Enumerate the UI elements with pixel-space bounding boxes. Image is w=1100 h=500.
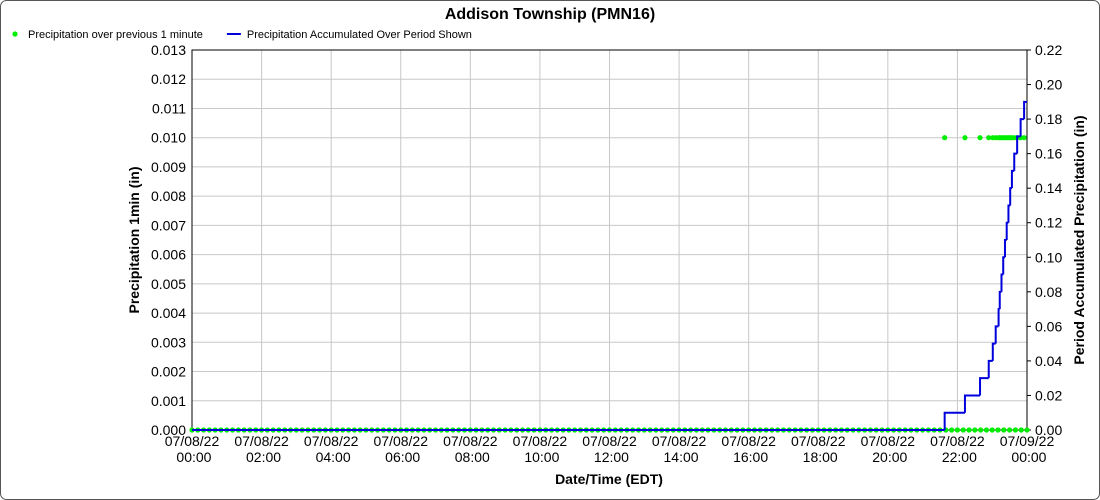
data-point <box>1007 427 1013 433</box>
y2-tick-label: 0.02 <box>1035 387 1062 403</box>
x-tick-label: 07/08/22 16:00 <box>721 433 776 465</box>
y-tick-label: 0.000 <box>151 422 186 438</box>
y-tick-label: 0.006 <box>151 247 186 263</box>
y2-tick-label: 0.12 <box>1035 215 1062 231</box>
y2-tick-label: 0.04 <box>1035 353 1062 369</box>
y2-tick-label: 0.16 <box>1035 146 1062 162</box>
y2-tick-label: 0.00 <box>1035 422 1062 438</box>
step-segment <box>963 394 981 413</box>
y-tick-label: 0.009 <box>151 159 186 175</box>
y-tick-label: 0.005 <box>151 276 186 292</box>
y-tick-label: 0.013 <box>151 42 186 58</box>
x-tick-label: 07/08/22 08:00 <box>443 433 498 465</box>
y2-tick-label: 0.10 <box>1035 249 1062 265</box>
x-tick-label: 07/08/22 00:00 <box>165 433 220 465</box>
x-tick-label: 07/08/22 14:00 <box>652 433 707 465</box>
data-point <box>983 427 990 433</box>
step-segment <box>1019 118 1025 137</box>
data-point <box>995 427 1001 433</box>
y2-tick-label: 0.22 <box>1035 42 1062 58</box>
y-axis-title: Precipitation 1min (in) <box>126 166 142 313</box>
y-tick-label: 0.012 <box>151 71 186 87</box>
data-point <box>949 427 955 433</box>
data-point <box>1001 427 1007 433</box>
y2-tick-label: 0.20 <box>1035 77 1062 93</box>
data-point <box>986 135 992 141</box>
chart-title: Addison Township (PMN16) <box>445 6 655 23</box>
y2-tick-label: 0.14 <box>1035 180 1062 196</box>
data-point <box>966 427 972 433</box>
y-tick-label: 0.007 <box>151 217 186 233</box>
y2-tick-label: 0.08 <box>1035 284 1062 300</box>
step-segment <box>979 377 989 396</box>
data-point <box>1012 427 1019 433</box>
x-tick-label: 07/08/22 12:00 <box>582 433 637 465</box>
y-tick-label: 0.010 <box>151 130 186 146</box>
data-point <box>978 427 984 433</box>
y-tick-label: 0.002 <box>151 364 186 380</box>
data-point <box>989 427 995 433</box>
y-tick-label: 0.011 <box>152 100 186 116</box>
x-tick-label: 07/08/22 06:00 <box>374 433 429 465</box>
legend-label: Precipitation Accumulated Over Period Sh… <box>247 29 472 41</box>
y-tick-label: 0.001 <box>151 393 186 409</box>
legend-marker <box>12 31 18 37</box>
step-segment <box>943 411 965 430</box>
x-tick-label: 07/08/22 02:00 <box>234 433 289 465</box>
data-point <box>960 427 966 433</box>
data-point <box>977 135 983 141</box>
data-point <box>1024 427 1030 433</box>
y-tick-label: 0.004 <box>151 305 186 321</box>
data-point <box>954 427 961 433</box>
data-point <box>1018 427 1024 433</box>
data-point <box>962 135 968 141</box>
y2-tick-label: 0.18 <box>1035 111 1062 127</box>
legend-label: Precipitation over previous 1 minute <box>28 29 203 41</box>
step-segment <box>1016 135 1021 154</box>
step-segment <box>987 359 993 379</box>
step-segment <box>1023 100 1027 120</box>
step-segment <box>997 308 1000 327</box>
x-axis-title: Date/Time (EDT) <box>555 471 663 487</box>
x-tick-label: 07/08/22 18:00 <box>791 433 846 465</box>
data-point <box>942 135 948 141</box>
x-tick-label: 07/08/22 04:00 <box>304 433 359 465</box>
x-tick-label: 07/08/22 20:00 <box>861 433 916 465</box>
x-tick-label: 07/09/22 00:00 <box>1000 433 1055 465</box>
data-point <box>972 427 978 433</box>
y2-axis-title: Period Accumulated Precipitation (in) <box>1071 115 1087 364</box>
y-tick-label: 0.003 <box>151 334 186 350</box>
data-point <box>1021 135 1027 141</box>
x-tick-label: 07/08/22 22:00 <box>930 433 985 465</box>
y2-tick-label: 0.06 <box>1035 318 1062 334</box>
x-tick-label: 07/08/22 10:00 <box>513 433 568 465</box>
y-tick-label: 0.008 <box>151 188 186 204</box>
